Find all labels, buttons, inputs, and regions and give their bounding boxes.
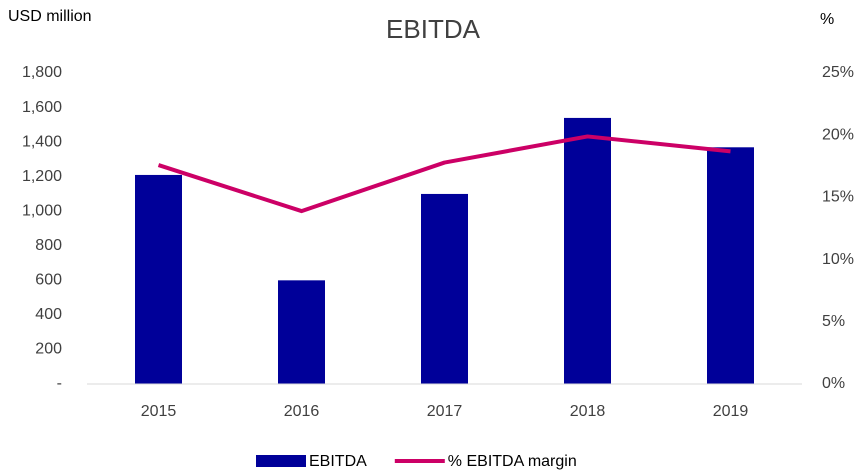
x-tick-label: 2019: [713, 403, 749, 420]
bar: [564, 117, 611, 384]
y-tick-label: 800: [35, 237, 62, 254]
y2-tick-label: 0%: [822, 375, 845, 392]
y2-axis-label: %: [820, 11, 834, 28]
y-tick-label: 1,000: [22, 202, 62, 219]
y2-tick-label: 5%: [822, 313, 845, 330]
line: [157, 134, 731, 214]
y2-tick-label: 15%: [822, 189, 854, 206]
y-tick-label: -: [57, 375, 62, 392]
y-tick-label: 600: [35, 272, 62, 289]
legend-label: % EBITDA margin: [448, 453, 577, 470]
x-tick-label: 2017: [427, 403, 463, 420]
x-tick-label: 2018: [570, 403, 606, 420]
y2-tick-label: 10%: [822, 251, 854, 268]
y-tick-label: 200: [35, 341, 62, 358]
legend-label: EBITDA: [309, 453, 367, 470]
y-tick-label: 1,800: [22, 64, 62, 81]
y-tick-label: 1,600: [22, 99, 62, 116]
x-tick-label: 2015: [141, 403, 177, 420]
bar: [421, 193, 468, 384]
bar: [278, 280, 325, 384]
y-tick-label: 1,400: [22, 133, 62, 150]
y2-tick-label: 25%: [822, 64, 854, 81]
y-axis-label: USD million: [8, 8, 92, 25]
x-tick-label: 2016: [284, 403, 320, 420]
y2-tick-label: 20%: [822, 126, 854, 143]
legend-swatch: [256, 455, 306, 467]
chart-title: EBITDA: [386, 14, 481, 44]
bar: [707, 147, 754, 384]
y-tick-label: 400: [35, 306, 62, 323]
y-tick-label: 1,200: [22, 168, 62, 185]
bar: [135, 174, 182, 384]
